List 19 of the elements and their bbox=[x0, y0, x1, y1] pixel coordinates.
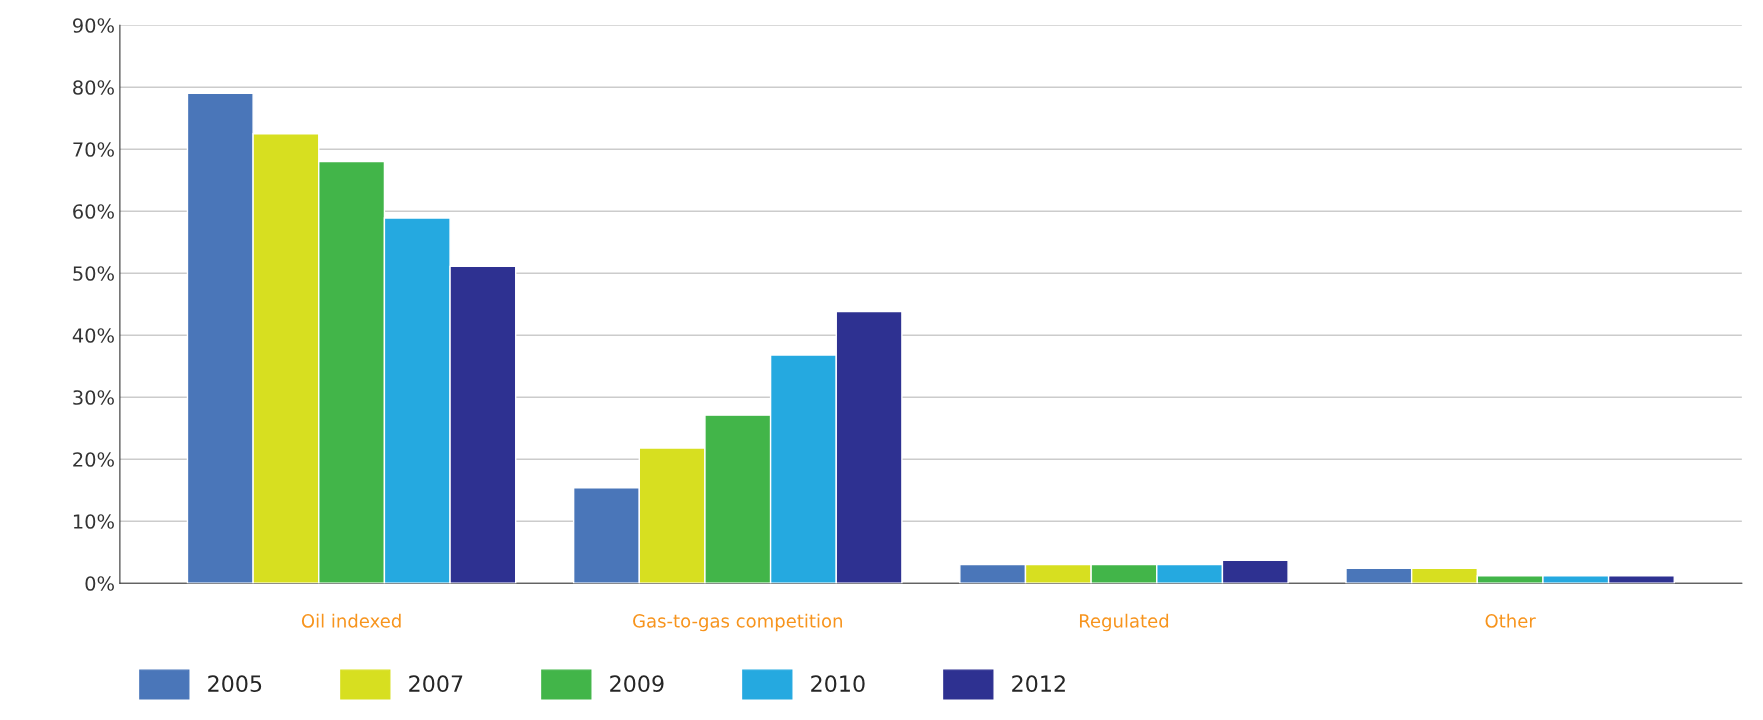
y-tick-label: 20% bbox=[73, 452, 114, 467]
y-tick-label: 0% bbox=[85, 576, 114, 591]
legend-label: 2010 bbox=[811, 675, 865, 693]
x-tick-label: Oil indexed bbox=[301, 613, 401, 628]
x-tick-label: Gas-to-gas competition bbox=[633, 613, 842, 632]
y-tick-label: 30% bbox=[73, 390, 114, 405]
legend-label: 2012 bbox=[1012, 675, 1065, 693]
y-tick-label: 40% bbox=[72, 328, 114, 343]
legend-label: 2007 bbox=[409, 675, 463, 693]
y-tick-label: 80% bbox=[73, 80, 114, 95]
legend-label: 2005 bbox=[208, 675, 262, 693]
y-tick-label: 50% bbox=[73, 266, 114, 281]
y-tick-label: 10% bbox=[73, 514, 114, 529]
y-tick-label: 90% bbox=[73, 18, 114, 33]
x-tick-label: Other bbox=[1485, 613, 1536, 628]
x-tick-label: Regulated bbox=[1079, 613, 1169, 632]
y-tick-label: 70% bbox=[73, 142, 114, 157]
legend-label: 2009 bbox=[610, 675, 664, 693]
y-tick-label: 60% bbox=[73, 204, 114, 219]
